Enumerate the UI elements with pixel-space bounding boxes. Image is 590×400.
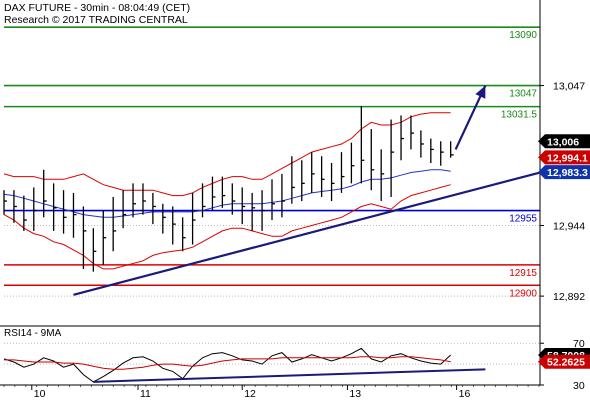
level-label: 12915 bbox=[509, 268, 537, 279]
candles-layer bbox=[3, 105, 454, 272]
rsi-value-tag bbox=[538, 354, 590, 369]
level-label: 13047 bbox=[509, 89, 537, 100]
rsi-trendline bbox=[93, 368, 486, 383]
price-value-tag-text: 12,983.3 bbox=[547, 167, 588, 179]
rsi-line bbox=[3, 347, 452, 383]
x-tick-label: 16 bbox=[459, 388, 471, 400]
chart-copyright: Research © 2017 TRADING CENTRAL bbox=[4, 14, 188, 26]
y-tick-label: 12,892 bbox=[553, 291, 585, 303]
level-label: 12900 bbox=[509, 288, 537, 299]
x-tick-label: 11 bbox=[140, 388, 151, 400]
price-value-tag bbox=[538, 165, 590, 180]
rsi-y-tick-label: 70 bbox=[573, 338, 585, 350]
price-value-tag bbox=[538, 134, 590, 149]
rsi-value-tag-text: 52.2625 bbox=[547, 357, 585, 369]
chart-title: DAX FUTURE - 30min - 08:04:49 (CET) bbox=[4, 2, 190, 14]
support-trendline bbox=[73, 171, 541, 296]
x-tick-label: 13 bbox=[349, 388, 361, 400]
y-tick-label: 13,047 bbox=[553, 81, 585, 93]
level-label: 12955 bbox=[509, 214, 537, 225]
moving-average-line bbox=[3, 169, 451, 218]
rsi-title: RSI14 - 9MA bbox=[4, 328, 62, 339]
rsi-y-tick-label: 30 bbox=[573, 380, 585, 392]
rsi-ma-line bbox=[4, 356, 451, 370]
y-tick-label: 12,944 bbox=[553, 220, 585, 232]
trend-layer bbox=[73, 85, 541, 296]
bands-layer bbox=[3, 112, 451, 270]
levels-layer: 13090 13047 13031.5 12955 12915 12900 bbox=[4, 26, 540, 299]
level-label: 13090 bbox=[509, 30, 537, 41]
price-value-tag-text: 13,006 bbox=[547, 136, 579, 148]
rsi-layer bbox=[3, 347, 486, 383]
price-value-tag bbox=[538, 150, 590, 165]
lower-band-line bbox=[3, 184, 451, 270]
projection-arrow-head bbox=[475, 85, 486, 99]
upper-band-line bbox=[3, 112, 451, 197]
x-tick-label: 10 bbox=[34, 388, 46, 400]
price-value-tag-text: 12,994.1 bbox=[547, 152, 588, 164]
x-tick-label: 12 bbox=[244, 388, 256, 400]
level-label: 13031.5 bbox=[501, 110, 538, 121]
